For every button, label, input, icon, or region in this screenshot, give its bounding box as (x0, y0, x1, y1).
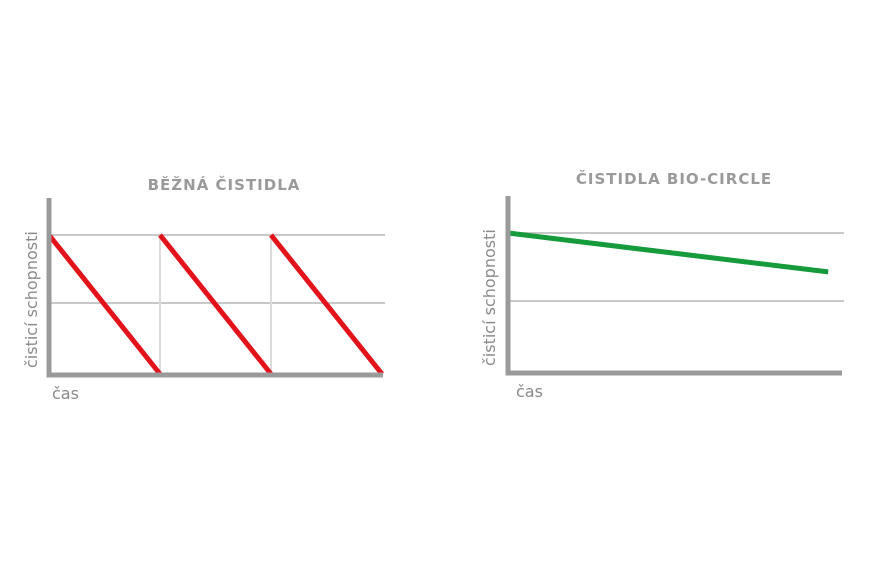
chart-1-title: BĚŽNÁ ČISTIDLA (147, 176, 301, 194)
chart-2-x-axis-label: čas (516, 382, 543, 401)
chart-1-x-axis-label: čas (52, 384, 79, 403)
chart-1-series-line-3 (269, 233, 384, 376)
chart-1-series-line-2 (158, 233, 273, 376)
chart-2-title: ČISTIDLA BIO-CIRCLE (575, 170, 773, 188)
chart-2-series-line-1 (507, 230, 829, 275)
chart-1-series-line-1 (47, 233, 162, 376)
